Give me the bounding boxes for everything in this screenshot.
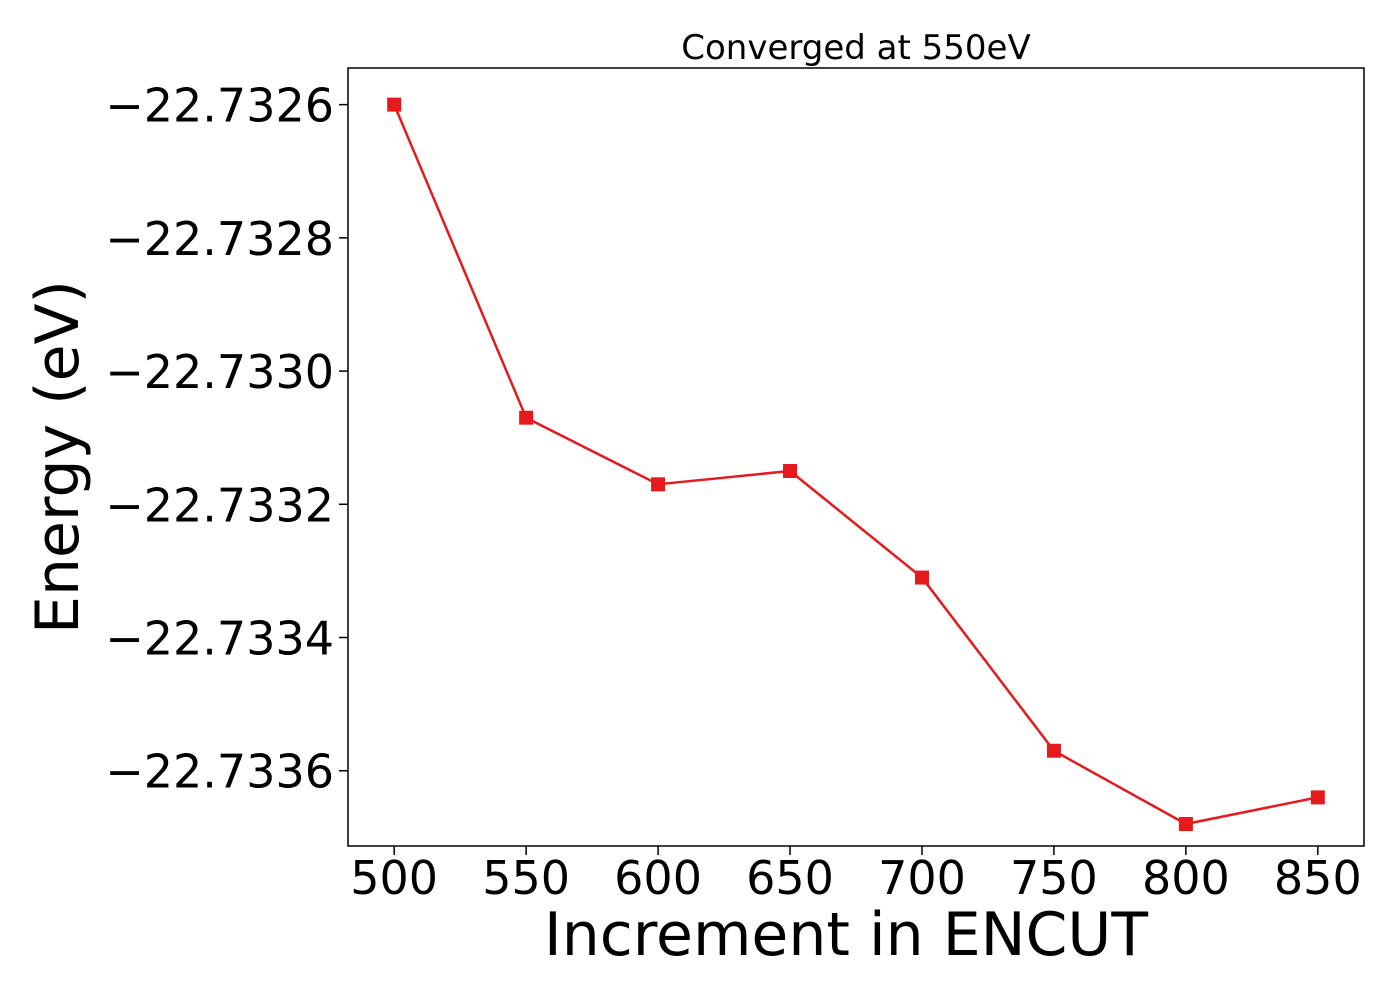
data-point — [1310, 790, 1325, 805]
x-tick-label: 800 — [1142, 851, 1230, 905]
x-tick-label: 650 — [746, 851, 834, 905]
x-tick-label: 750 — [1010, 851, 1098, 905]
y-tick-label: −22.7332 — [105, 478, 334, 532]
x-tick-label: 500 — [350, 851, 438, 905]
y-tick-label: −22.7328 — [105, 212, 334, 266]
data-point — [1178, 817, 1193, 832]
data-point — [387, 97, 402, 112]
y-tick-label: −22.7326 — [105, 79, 334, 133]
y-tick-label: −22.7330 — [105, 345, 334, 399]
plot-area: 500 550 600 650 700 750 800 850 −22.7326 −22.7328… — [105, 79, 1361, 905]
data-point — [1046, 743, 1061, 758]
data-point — [914, 570, 929, 585]
x-tick-label: 850 — [1274, 851, 1362, 905]
x-tick-label: 550 — [482, 851, 570, 905]
series-line — [393, 104, 1319, 826]
plot-frame — [347, 67, 1365, 847]
data-point — [519, 410, 534, 425]
data-point — [651, 477, 666, 492]
x-tick-label: 700 — [878, 851, 966, 905]
data-point — [783, 463, 798, 478]
y-tick-label: −22.7336 — [105, 745, 334, 799]
y-tick-label: −22.7334 — [105, 612, 334, 666]
y-axis-label: Energy (eV) — [23, 280, 93, 634]
x-axis-label: Increment in ENCUT — [544, 900, 1148, 970]
chart-title: Converged at 550eV — [681, 28, 1030, 68]
x-tick-label: 600 — [614, 851, 702, 905]
